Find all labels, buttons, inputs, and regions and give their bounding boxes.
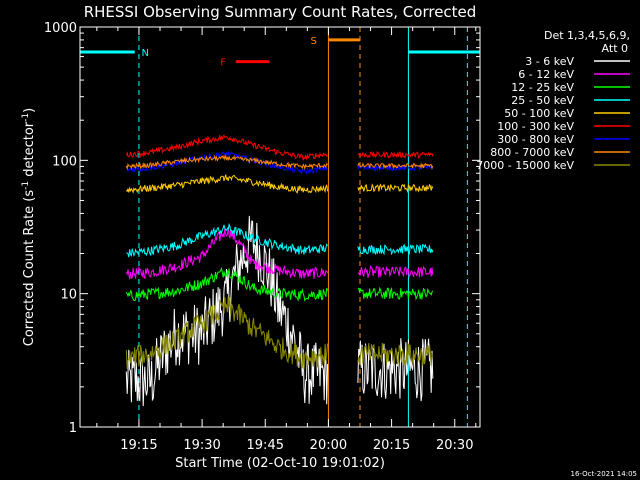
series-line-7000-15000-kev <box>125 296 329 370</box>
y-tick-label: 100 <box>52 154 77 169</box>
series-line-800-7000-kev-late <box>357 162 434 170</box>
series-line-300-800-kev-late <box>357 163 434 173</box>
y-tick-label: 10 <box>60 288 77 303</box>
plot-content: N S F <box>79 27 480 427</box>
footer-date: 16-Oct-2021 14:05 <box>571 470 637 478</box>
legend-label-300-800-kev: 300 - 800 keV <box>497 133 574 146</box>
legend-label-25-50-kev: 25 - 50 keV <box>511 94 574 107</box>
legend-header-attenuator: Att 0 <box>602 42 628 55</box>
plot-frame <box>79 26 481 428</box>
series-line-25-50-kev <box>126 222 329 258</box>
series-line-12-25-kev-late <box>357 286 434 301</box>
series-line-100-300-kev <box>125 134 328 161</box>
flag-f-label: F <box>220 58 226 69</box>
x-tick-label: 20:00 <box>310 438 347 453</box>
x-tick-label: 19:45 <box>247 438 284 453</box>
x-tick-label: 19:30 <box>183 438 220 453</box>
series-line-25-50-kev-late <box>357 243 434 256</box>
series-line-7000-15000-kev-late <box>357 342 434 366</box>
y-axis-label: Corrected Count Rate (s-1 detector-1) <box>21 108 37 346</box>
series-line-50-100-kev <box>125 174 329 194</box>
x-axis-label: Start Time (02-Oct-10 19:01:02) <box>175 456 385 471</box>
series-line-100-300-kev-late <box>357 150 434 159</box>
y-tick-label: 1 <box>69 421 77 436</box>
series-line-12-25-kev <box>125 266 329 302</box>
legend-label-3-6-kev: 3 - 6 keV <box>525 55 574 68</box>
legend-label-7000-15000-kev: 7000 - 15000 keV <box>476 159 574 172</box>
legend-label-12-25-kev: 12 - 25 keV <box>511 81 574 94</box>
axes: 19:15 19:30 19:45 20:00 20:15 20:30 1 10 100 1000 <box>44 21 480 453</box>
x-tick-label: 20:30 <box>436 438 473 453</box>
x-tick-label: 20:15 <box>373 438 410 453</box>
y-tick-label: 1000 <box>44 21 77 36</box>
x-tick-label: 19:15 <box>120 438 157 453</box>
legend-label-100-300-kev: 100 - 300 keV <box>497 120 574 133</box>
flag-n-label: N <box>142 48 149 59</box>
legend-label-6-12-kev: 6 - 12 keV <box>518 68 574 81</box>
legend-label-800-7000-kev: 800 - 7000 keV <box>490 146 574 159</box>
series-line-6-12-kev-late <box>357 265 434 278</box>
series-line-6-12-kev <box>125 227 329 280</box>
flag-s-label: S <box>311 36 317 47</box>
series-line-800-7000-kev <box>125 154 328 171</box>
series-line-50-100-kev-late <box>357 183 434 194</box>
legend-label-50-100-kev: 50 - 100 keV <box>504 107 574 120</box>
chart-title: RHESSI Observing Summary Count Rates, Co… <box>84 3 477 21</box>
series-line-3-6-kev <box>125 215 329 407</box>
legend-header-detectors: Det 1,3,4,5,6,9, <box>544 29 630 42</box>
